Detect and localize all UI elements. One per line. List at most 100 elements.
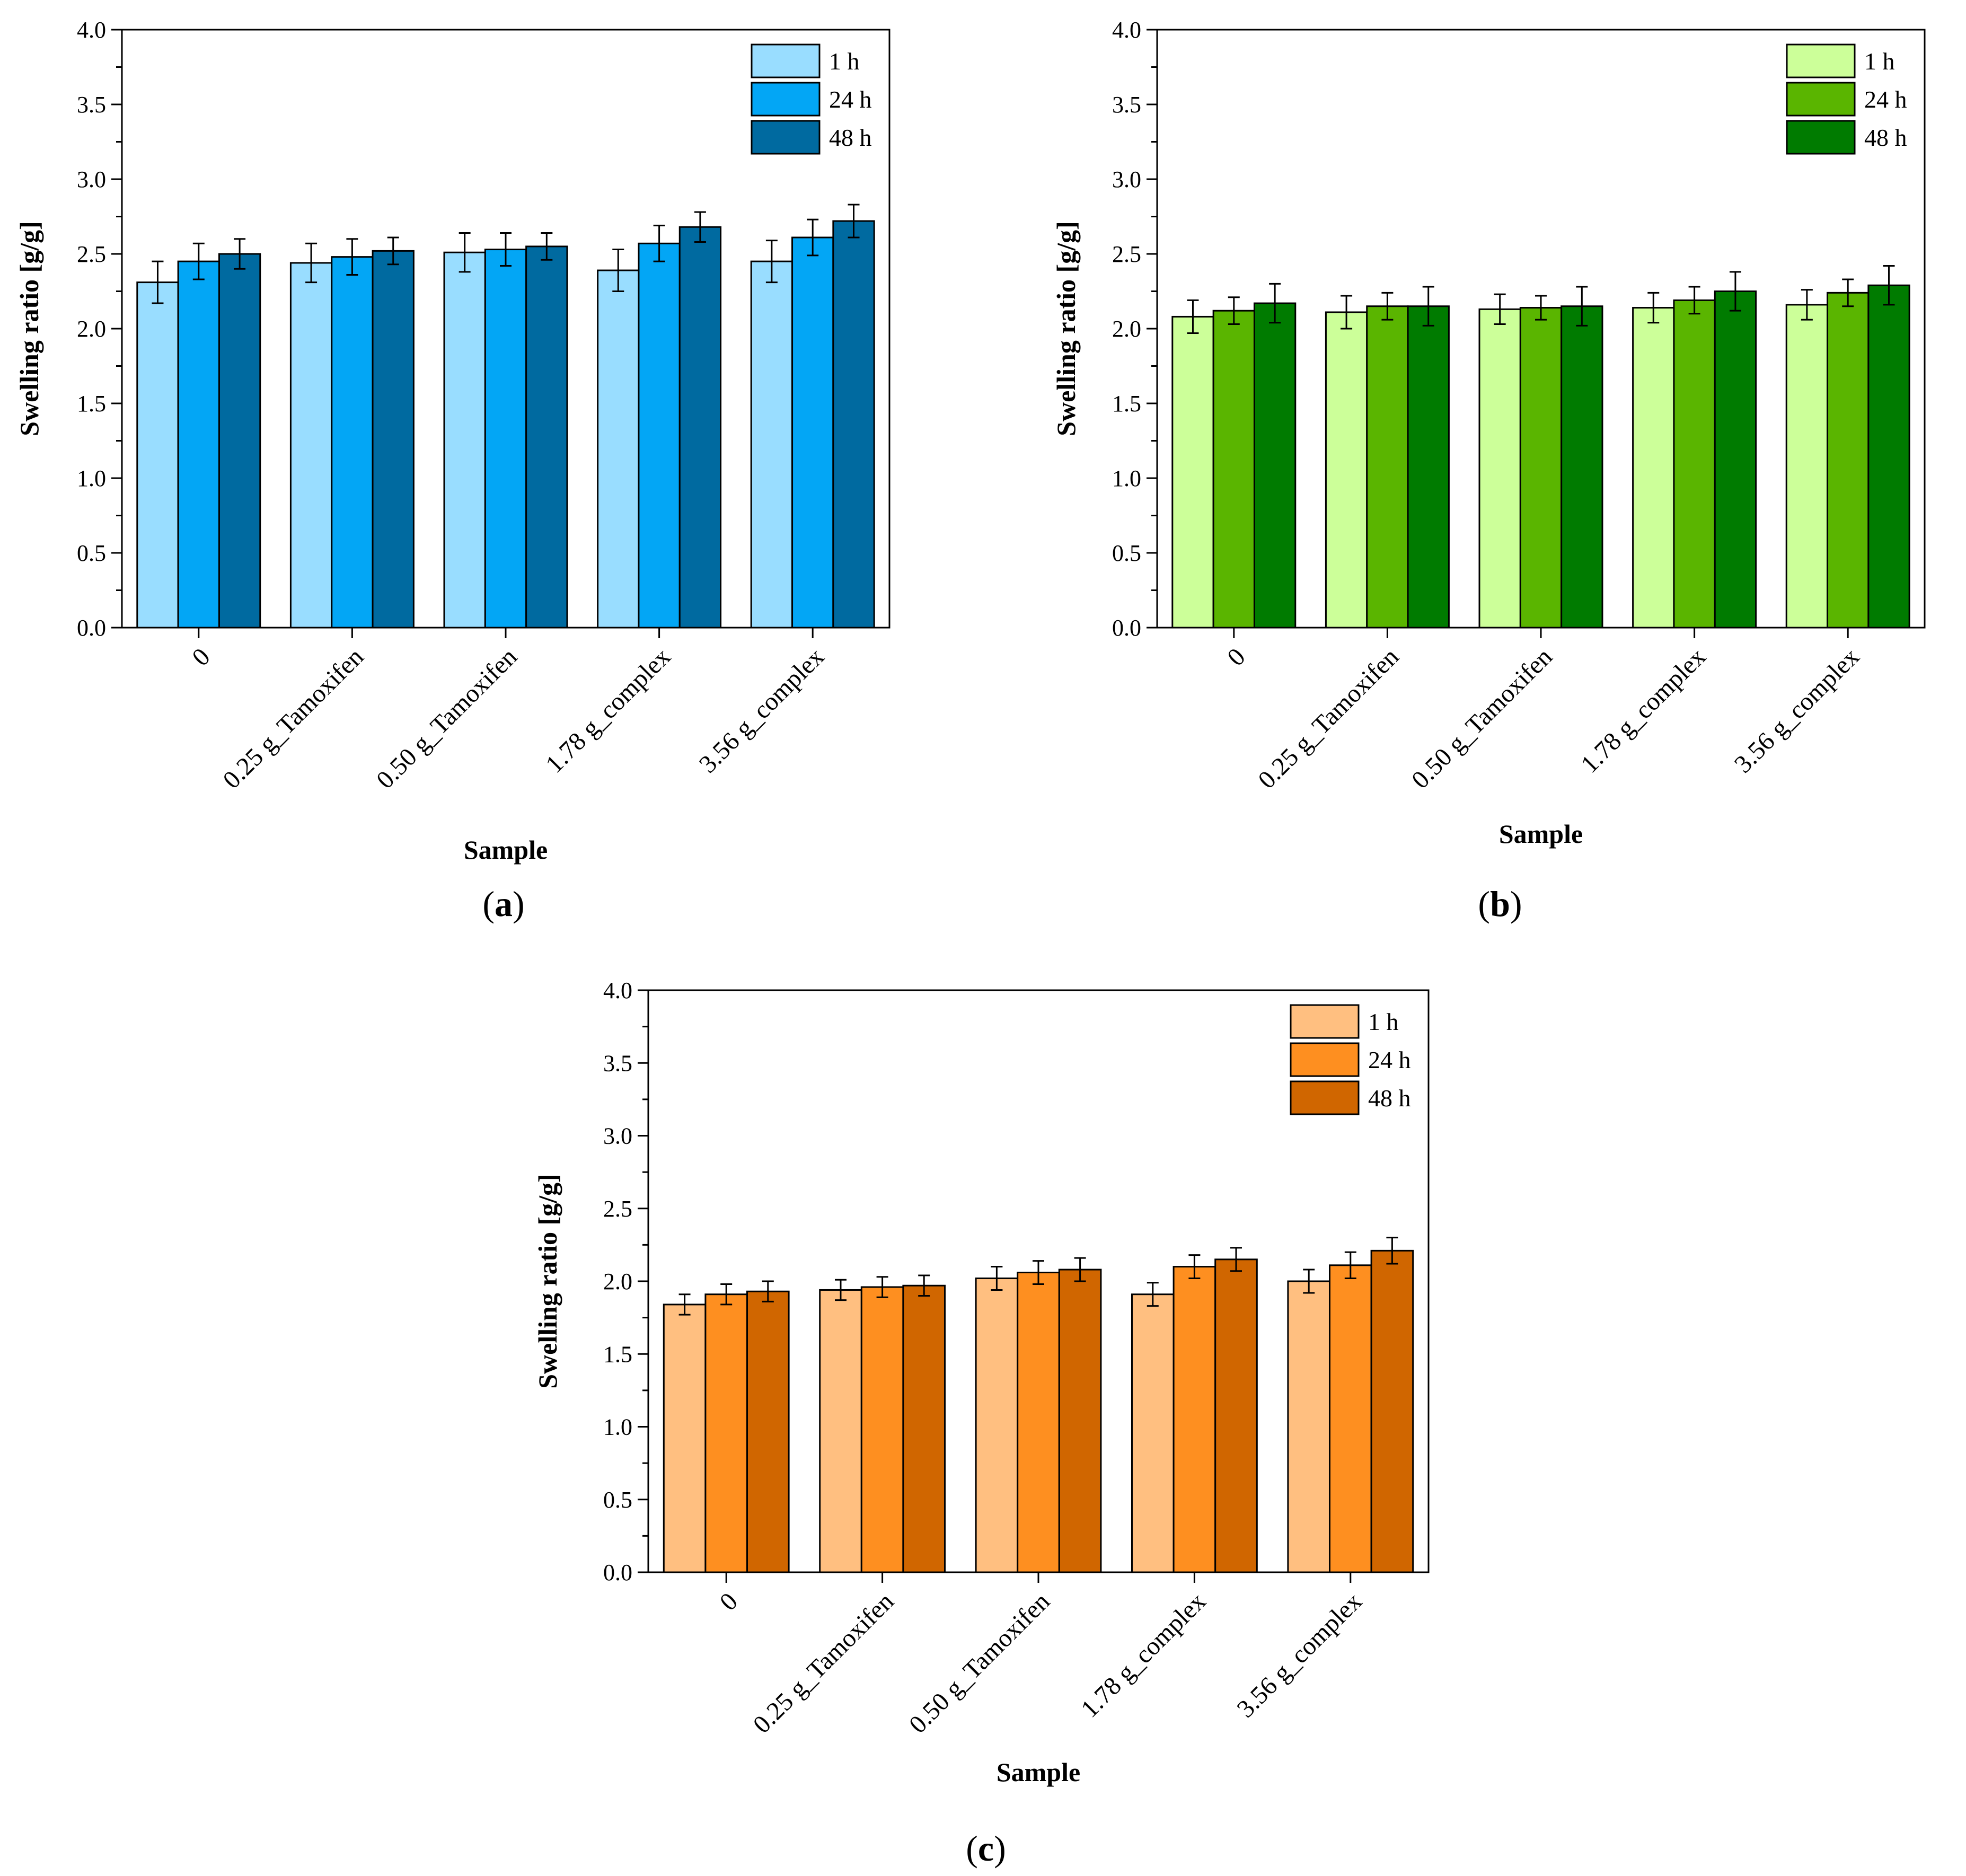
error-bar-c-s2-c0	[762, 1280, 774, 1302]
bar-a-s0-c3	[597, 269, 640, 629]
y-tick-label: 1.0	[77, 465, 106, 491]
bar-c-s0-c4	[1287, 1280, 1330, 1573]
error-bar-c-s0-c4	[1303, 1269, 1315, 1294]
error-bar-a-s0-c4	[765, 240, 778, 284]
error-bar-a-s2-c1	[387, 236, 399, 266]
y-tick-label: 0.0	[1112, 615, 1141, 641]
bar-a-s2-c1	[372, 250, 415, 629]
y-tick-label: 0.5	[1112, 540, 1141, 566]
y-tick-label: 3.5	[1112, 92, 1141, 118]
bar-b-s1-c0	[1212, 310, 1255, 629]
error-bar-b-s1-c3	[1688, 286, 1700, 315]
panel-label-a: (a)	[482, 884, 524, 924]
legend-swatch	[751, 82, 821, 117]
panel-label-b: (b)	[1478, 884, 1522, 924]
bar-c-s1-c4	[1328, 1264, 1372, 1573]
y-tick-label: 3.5	[77, 92, 106, 118]
legend-swatch	[1786, 82, 1856, 117]
bar-c-s0-c1	[819, 1289, 862, 1573]
error-bar-a-s1-c3	[653, 224, 665, 262]
error-bar-b-s0-c1	[1341, 295, 1353, 330]
error-bar-b-s1-c0	[1228, 296, 1240, 325]
error-bar-b-s0-c3	[1647, 292, 1660, 324]
error-bar-a-s0-c1	[305, 242, 318, 284]
legend-label: 48 h	[1864, 124, 1907, 151]
error-bar-c-s2-c4	[1386, 1237, 1398, 1265]
legend-swatch	[1290, 1004, 1360, 1039]
bar-a-s2-c3	[678, 226, 722, 629]
x-category-label: 3.56 g_complex	[694, 642, 830, 778]
chart-c: 0.0 0.5 1.0 1.5 2.0 2.5 3.0 3.5 4.0 0 0.25 g_Tamox…	[533, 977, 1430, 1869]
bar-c-s1-c3	[1172, 1266, 1216, 1573]
error-bar-a-s2-c4	[848, 204, 860, 239]
error-bar-b-s2-c3	[1729, 271, 1741, 312]
bar-b-s0-c4	[1785, 304, 1829, 629]
y-tick-label: 2.0	[77, 316, 106, 342]
bar-a-s1-c1	[331, 256, 374, 629]
bar-c-s2-c2	[1058, 1269, 1102, 1573]
bar-c-s1-c2	[1017, 1272, 1060, 1573]
error-bar-b-s2-c4	[1883, 265, 1895, 306]
y-tick-label: 0.0	[603, 1560, 632, 1586]
error-bar-a-s0-c3	[612, 249, 624, 292]
error-bar-c-s1-c4	[1344, 1251, 1356, 1280]
x-category-label: 0.50 g_Tamoxifen	[1406, 642, 1558, 794]
legend-label: 1 h	[1864, 48, 1895, 75]
x-category-label: 0	[715, 1587, 743, 1616]
error-bar-c-s0-c2	[991, 1266, 1003, 1291]
panel-label-c: (c)	[966, 1828, 1006, 1869]
panel-letter: c	[978, 1828, 994, 1869]
x-category-label: 1.78 g_complex	[540, 642, 676, 778]
chart-b: 0.0 0.5 1.0 1.5 2.0 2.5 3.0 3.5 4.0 0 0.25 g_Tamox…	[1051, 17, 1926, 924]
error-bar-c-s1-c2	[1033, 1260, 1044, 1285]
legend-swatch	[751, 120, 821, 155]
error-bar-b-s1-c4	[1842, 278, 1854, 307]
error-bar-c-s2-c2	[1074, 1257, 1086, 1282]
error-bar-a-s0-c0	[152, 260, 164, 304]
x-category-label: 0.25 g_Tamoxifen	[748, 1587, 900, 1739]
y-tick-label: 1.5	[603, 1341, 632, 1367]
bar-c-s2-c4	[1370, 1249, 1414, 1573]
x-category-label: 1.78 g_complex	[1075, 1587, 1211, 1723]
bar-b-s2-c4	[1867, 284, 1910, 629]
error-bar-a-s2-c2	[541, 232, 553, 261]
y-tick-label: 0.5	[603, 1487, 632, 1513]
error-bar-b-s0-c4	[1801, 289, 1813, 321]
x-category-label: 3.56 g_complex	[1729, 642, 1865, 778]
bar-b-s2-c3	[1714, 290, 1757, 629]
error-bar-c-s0-c1	[834, 1279, 847, 1301]
error-bar-c-s1-c3	[1188, 1254, 1201, 1280]
error-bar-b-s2-c2	[1576, 286, 1588, 327]
error-bar-a-s1-c2	[500, 232, 512, 267]
y-tick-label: 4.0	[603, 977, 632, 1003]
y-axis-title: Swelling ratio [g/g]	[533, 1174, 562, 1389]
bar-a-s1-c0	[177, 260, 220, 629]
plot-frame-c	[647, 989, 1430, 1573]
panel-letter: b	[1490, 884, 1510, 924]
y-tick-label: 3.0	[603, 1123, 632, 1149]
y-tick-label: 2.5	[1112, 241, 1141, 267]
y-tick-label: 1.0	[603, 1414, 632, 1440]
bar-a-s0-c0	[136, 281, 179, 629]
bar-c-s0-c0	[663, 1303, 707, 1573]
bar-a-s1-c3	[638, 242, 681, 629]
bar-b-s0-c1	[1325, 311, 1368, 629]
legend-swatch	[1786, 43, 1856, 78]
legend-label: 24 h	[1864, 86, 1907, 113]
error-bar-b-s0-c2	[1494, 293, 1506, 325]
legend-a: 1 h 24 h 48 h	[751, 43, 872, 155]
legend-label: 48 h	[1368, 1085, 1411, 1112]
plot-frame-b	[1156, 29, 1926, 629]
error-bar-b-s2-c1	[1422, 286, 1434, 327]
x-axis-title: Sample	[1499, 819, 1583, 849]
bar-b-s0-c2	[1478, 308, 1521, 629]
bar-b-s2-c2	[1561, 305, 1603, 629]
bar-a-s2-c4	[832, 220, 875, 629]
error-bar-c-s2-c3	[1230, 1247, 1242, 1272]
legend-label: 48 h	[829, 124, 872, 151]
bar-b-s0-c0	[1171, 315, 1214, 629]
bar-b-s1-c3	[1673, 299, 1716, 629]
error-bar-a-s2-c3	[694, 211, 706, 243]
x-category-label: 0.50 g_Tamoxifen	[371, 642, 523, 794]
error-bar-b-s2-c0	[1269, 283, 1281, 324]
